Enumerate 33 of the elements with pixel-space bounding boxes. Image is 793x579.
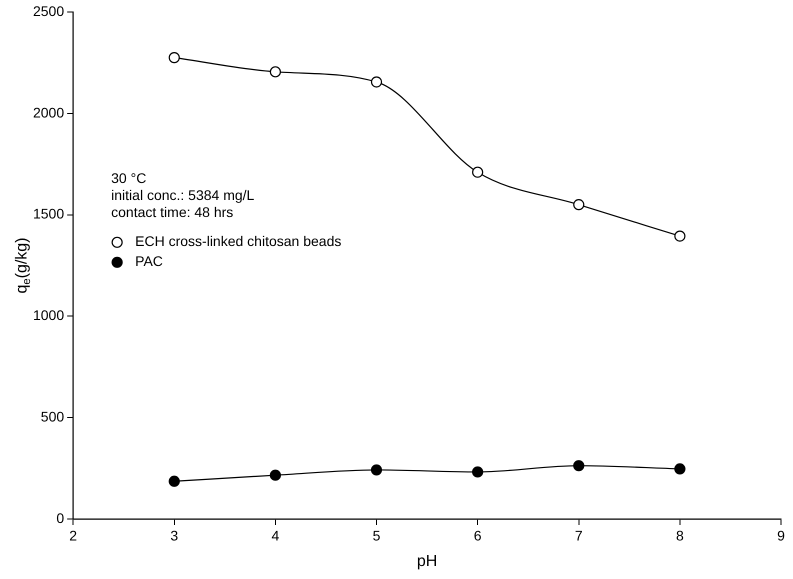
annotation: initial conc.: 5384 mg/L xyxy=(111,187,255,204)
y-tick-label: 2500 xyxy=(32,2,64,19)
x-tick-label: 9 xyxy=(777,527,786,544)
point xyxy=(573,199,584,210)
x-tick-label: 2 xyxy=(69,527,78,544)
point xyxy=(674,230,686,242)
point xyxy=(370,76,382,88)
legend-label: PAC xyxy=(135,253,163,270)
y-tick-label: 500 xyxy=(40,408,64,424)
x-tick-label: 5 xyxy=(372,527,381,544)
point xyxy=(674,463,686,475)
point xyxy=(270,66,281,78)
y-axis-title: qe(g/kg) xyxy=(13,237,33,294)
y-tick-label: 1000 xyxy=(32,307,64,324)
legend-label: ECH cross-linked chitosan beads xyxy=(135,233,342,250)
x-tick-label: 3 xyxy=(170,527,178,544)
point xyxy=(168,52,180,64)
x-tick-label: 8 xyxy=(676,527,684,544)
point xyxy=(270,470,281,481)
y-tick-label: 1500 xyxy=(32,206,64,222)
y-tick-label: 0 xyxy=(56,510,64,526)
point xyxy=(472,466,484,478)
point xyxy=(370,464,382,476)
x-tick-label: 6 xyxy=(474,527,482,544)
annotation: 30 °C xyxy=(111,170,146,186)
x-tick-label: 7 xyxy=(574,527,583,544)
point xyxy=(573,460,584,472)
point xyxy=(472,166,484,178)
point xyxy=(168,476,180,487)
y-tick-label: 2000 xyxy=(32,104,64,120)
annotation: contact time: 48 hrs xyxy=(111,204,234,220)
x-tick-label: 4 xyxy=(271,527,280,544)
x-axis-title: pH xyxy=(416,552,438,570)
